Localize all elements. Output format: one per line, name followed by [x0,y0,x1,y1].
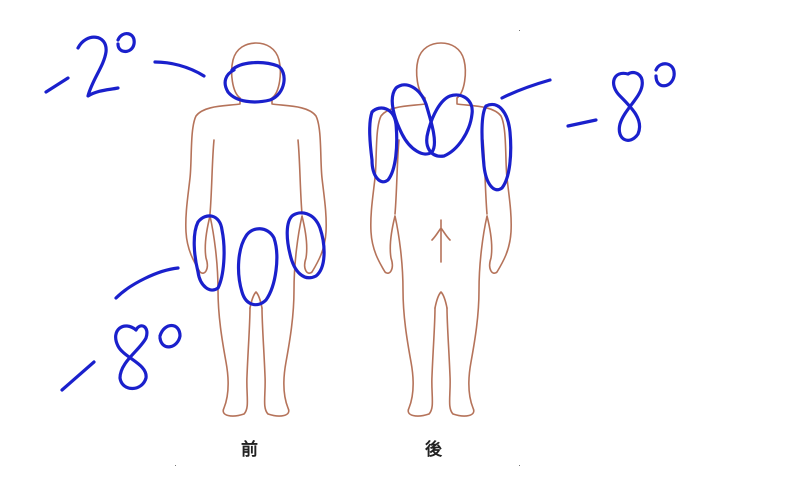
front-right-arm-line [297,139,303,215]
back-right-shoulder-circle [425,93,474,158]
back-right-arm-circle [480,102,513,192]
back-crotch-outline [434,291,448,309]
front-left-arm-line [209,139,215,215]
back-view-label: 後 [425,440,442,460]
front-left-thigh-circle [192,214,226,292]
back-spine-line [431,219,451,263]
front-body-figure [185,42,327,417]
front-center-thighs-circle [236,227,279,307]
corner-dot [519,30,520,31]
front-legs-pointer-line [114,266,180,300]
corner-dot [519,465,520,466]
front-legs-value-ink [60,323,182,392]
back-value-ink [566,62,676,142]
back-left-arm-line [394,139,400,215]
back-pointer-line [500,78,552,100]
head-pointer-line [153,60,206,78]
front-head-outline [230,42,282,99]
back-left-arm-circle [368,106,399,184]
front-view-label: 前 [241,440,258,460]
corner-dot [175,465,176,466]
head-value-ink [44,32,136,98]
back-body-left-outline [370,97,436,417]
front-body-right-outline [261,97,327,417]
back-head-outline [415,42,467,99]
handwritten-annotations [44,32,676,392]
front-right-thigh-circle [285,211,326,280]
front-crotch-outline [249,291,263,309]
front-head-circle [223,60,286,104]
